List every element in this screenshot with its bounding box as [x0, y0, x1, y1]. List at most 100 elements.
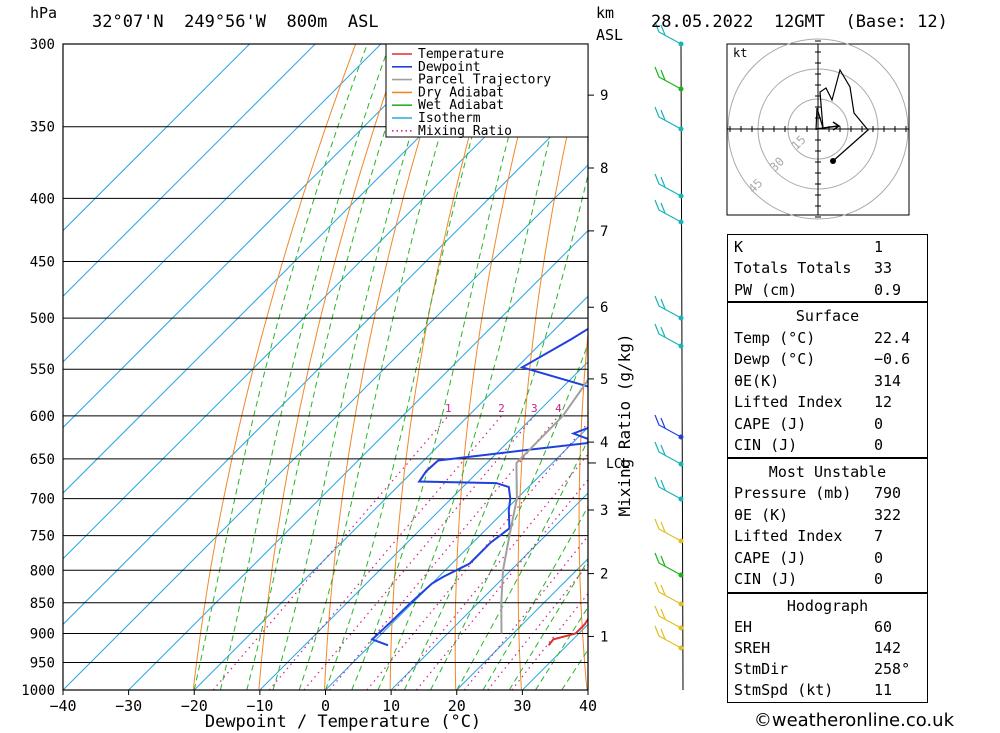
pressure-unit: hPa — [30, 4, 58, 22]
mu-row-label: CAPE (J) — [734, 549, 807, 567]
mixing-ratio-label: 3 — [531, 402, 538, 415]
isotherm-line — [128, 229, 588, 690]
mu-row-value: 0 — [874, 570, 884, 588]
credit-link[interactable]: ©weatheronline.co.uk — [753, 710, 954, 731]
wind-barb-icon — [654, 323, 682, 347]
mu-row-label: Lifted Index — [734, 527, 843, 545]
wet-adiabat-line — [298, 44, 468, 690]
pressure-tick-label: 750 — [30, 529, 55, 545]
legend-label: Dewpoint — [418, 60, 481, 75]
wind-barb-icon — [654, 581, 682, 605]
parcel-trajectory-line — [500, 378, 588, 634]
pressure-tick-label: 850 — [30, 596, 55, 612]
totals-totals-value: 33 — [874, 259, 893, 277]
km-tick-label: 6 — [600, 300, 608, 316]
surface-row-value: 314 — [874, 372, 902, 390]
pressure-tick-label: 650 — [30, 452, 55, 468]
x-tick-label: 30 — [513, 697, 531, 715]
wet-adiabat-line — [246, 44, 415, 690]
pressure-tick-label: 800 — [30, 563, 55, 579]
mu-row-value: 0 — [874, 549, 884, 567]
wind-barb-icon — [654, 21, 682, 45]
dry-adiabat-line — [258, 44, 403, 690]
x-tick-label: 40 — [579, 697, 597, 715]
asl-label: ASL — [596, 26, 624, 44]
mixing-ratio-label: 4 — [555, 402, 562, 415]
km-tick-label: 7 — [600, 224, 608, 240]
storm-motion-arrow — [815, 121, 841, 131]
pw-label: PW (cm) — [734, 281, 798, 299]
mu-row-value: 322 — [874, 506, 902, 524]
surface-title: Surface — [795, 307, 860, 325]
hodo-row-value: 11 — [874, 681, 893, 699]
mixing-ratio-line — [329, 415, 559, 690]
location-title: 32°07'N 249°56'W 800m ASL — [92, 12, 379, 32]
x-tick-label: −10 — [246, 697, 273, 715]
surface-row-value: 12 — [874, 393, 893, 411]
x-tick-label: −30 — [115, 697, 142, 715]
surface-row-value: 0 — [874, 436, 884, 454]
surface-row-label: θE(K) — [734, 372, 780, 390]
pressure-tick-label: 600 — [30, 409, 55, 425]
wind-barb-icon — [654, 66, 682, 90]
surface-row-value: 22.4 — [874, 329, 911, 347]
surface-row-label: CAPE (J) — [734, 415, 807, 433]
wind-barb-icon — [654, 552, 682, 576]
dry-adiabat-line — [389, 44, 496, 690]
legend-label: Temperature — [418, 47, 504, 62]
mixing-ratio-label: 1 — [445, 402, 452, 415]
mu-row-label: Pressure (mb) — [734, 484, 852, 502]
isotherm-line — [63, 44, 382, 363]
hodograph-table-panel: Hodograph EH 60 SREH 142 StmDir 258° StmSpd… — [727, 593, 928, 703]
mu-row-label: CIN (J) — [734, 570, 798, 588]
legend-label: Dry Adiabat — [418, 85, 504, 100]
isotherm-line — [63, 44, 447, 429]
isotherm-line — [63, 98, 588, 626]
pw-value: 0.9 — [874, 281, 902, 299]
x-tick-label: −40 — [49, 697, 76, 715]
surface-row-label: Temp (°C) — [734, 329, 816, 347]
surface-row-value: −0.6 — [874, 350, 911, 368]
dry-adiabat-line — [695, 44, 727, 690]
pressure-tick-label: 900 — [30, 626, 55, 642]
legend-box — [385, 43, 589, 138]
hodograph-trace — [815, 68, 869, 162]
wind-barb-icon — [654, 518, 682, 542]
x-tick-label: 20 — [448, 697, 466, 715]
legend-label: Parcel Trajectory — [418, 73, 551, 88]
wet-adiabat-line — [193, 44, 368, 690]
km-tick-label: 4 — [600, 435, 608, 451]
pressure-tick-label: 500 — [30, 311, 55, 327]
wet-adiabat-line — [456, 438, 588, 690]
mixing-ratio-label: 2 — [498, 402, 505, 415]
wind-profile-axis — [680, 43, 684, 691]
wind-barb-icon — [654, 605, 682, 629]
hodograph-start-dot — [830, 158, 836, 164]
wet-adiabat-line — [272, 44, 440, 690]
k-index-value: 1 — [874, 238, 884, 256]
pressure-tick-label: 700 — [30, 492, 55, 508]
x-tick-label: 10 — [382, 697, 400, 715]
mixing-ratio-line — [487, 563, 588, 690]
mixing-ratio-line — [212, 415, 449, 690]
hodo-row-value: 258° — [874, 660, 911, 678]
wet-adiabat-line — [220, 44, 391, 690]
k-index-label: K — [734, 238, 744, 256]
hodograph-table-title: Hodograph — [786, 597, 869, 615]
wind-barb-icon — [654, 173, 682, 197]
dry-adiabat-line — [958, 44, 1000, 690]
km-tick-label: 9 — [600, 88, 608, 104]
x-tick-label: 0 — [321, 697, 330, 715]
dewpoint-line — [370, 327, 588, 647]
isotherm-line — [259, 361, 588, 690]
indices-panel: K 1 Totals Totals 33 PW (cm) 0.9 — [727, 234, 928, 302]
pressure-tick-label: 350 — [30, 120, 55, 136]
surface-row-value: 0 — [874, 415, 884, 433]
pressure-tick-label: 950 — [30, 655, 55, 671]
hodo-row-label: StmSpd (kt) — [734, 681, 834, 699]
isotherm-line — [63, 44, 513, 494]
pressure-tick-label: 1000 — [21, 683, 55, 699]
legend-label: Mixing Ratio — [418, 124, 512, 139]
isotherm-line — [63, 44, 316, 297]
wet-adiabat-line — [351, 44, 535, 690]
